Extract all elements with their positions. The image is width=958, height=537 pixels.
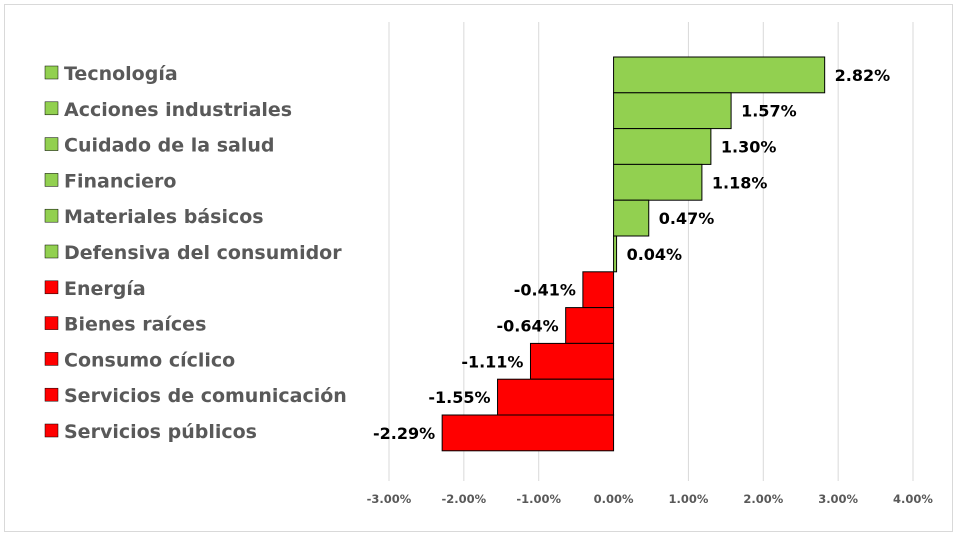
legend-swatch (44, 423, 59, 438)
legend-swatch (44, 352, 59, 366)
bar (441, 414, 615, 452)
x-axis-ticks: -3.00% -2.00% -1.00% 0.00% 1.00% 2.00% 3.00% 4.… (367, 492, 934, 506)
legend-label: Servicios de comunicación (64, 385, 347, 407)
bar (613, 163, 703, 201)
data-label: 1.57% (741, 102, 797, 121)
legend-swatch (44, 137, 59, 151)
x-tick-label: 0.00% (594, 492, 634, 506)
x-tick-label: 4.00% (893, 492, 933, 506)
bar (613, 199, 650, 237)
legend-label: Bienes raíces (64, 314, 206, 336)
data-label: 0.04% (627, 245, 683, 264)
x-tick-label: -3.00% (367, 492, 412, 506)
bar (529, 342, 615, 380)
legend-swatch (44, 244, 59, 259)
legend-label: Servicios públicos (64, 421, 257, 443)
x-tick-label: 1.00% (668, 492, 708, 506)
legend-swatch (44, 387, 59, 402)
legend-label: Acciones industriales (64, 99, 292, 121)
legend-swatch (44, 280, 59, 295)
data-label: -1.55% (428, 388, 490, 407)
bar (582, 271, 615, 309)
legend-swatch (44, 65, 59, 80)
legend-label: Energía (64, 278, 146, 300)
data-label: 0.47% (659, 209, 715, 228)
bar (497, 378, 615, 416)
legend-label: Cuidado de la salud (64, 135, 275, 157)
legend: Tecnología Acciones industriales Cuidado d… (44, 63, 347, 443)
x-tick-label: -1.00% (516, 492, 561, 506)
data-label: 1.18% (712, 173, 768, 192)
x-tick-label: 3.00% (818, 492, 858, 506)
x-tick-label: -2.00% (442, 492, 487, 506)
data-label: -0.64% (497, 317, 559, 336)
x-tick-label: 2.00% (743, 492, 783, 506)
bar (613, 56, 826, 94)
data-label: 1.30% (721, 138, 777, 157)
data-label: -0.41% (514, 281, 576, 300)
data-label: -2.29% (373, 424, 435, 443)
legend-swatch (44, 316, 59, 330)
gridlines (388, 22, 914, 481)
legend-label: Tecnología (64, 63, 178, 85)
legend-label: Consumo cíclico (64, 349, 235, 371)
legend-swatch (44, 173, 59, 187)
legend-label: Financiero (64, 170, 176, 192)
value-labels: 2.82% 1.57% 1.30% 1.18% 0.47% 0.04% -0.41% -0.6… (373, 66, 890, 443)
legend-label: Defensiva del consumidor (64, 242, 342, 264)
bar (613, 128, 712, 165)
legend-label: Materiales básicos (64, 206, 264, 228)
bar (613, 235, 618, 273)
bars (441, 56, 826, 452)
bar (613, 92, 732, 130)
legend-swatch (44, 208, 59, 223)
data-label: 2.82% (835, 66, 891, 85)
bar (565, 307, 615, 344)
legend-swatch (44, 101, 59, 116)
data-label: -1.11% (461, 352, 523, 371)
